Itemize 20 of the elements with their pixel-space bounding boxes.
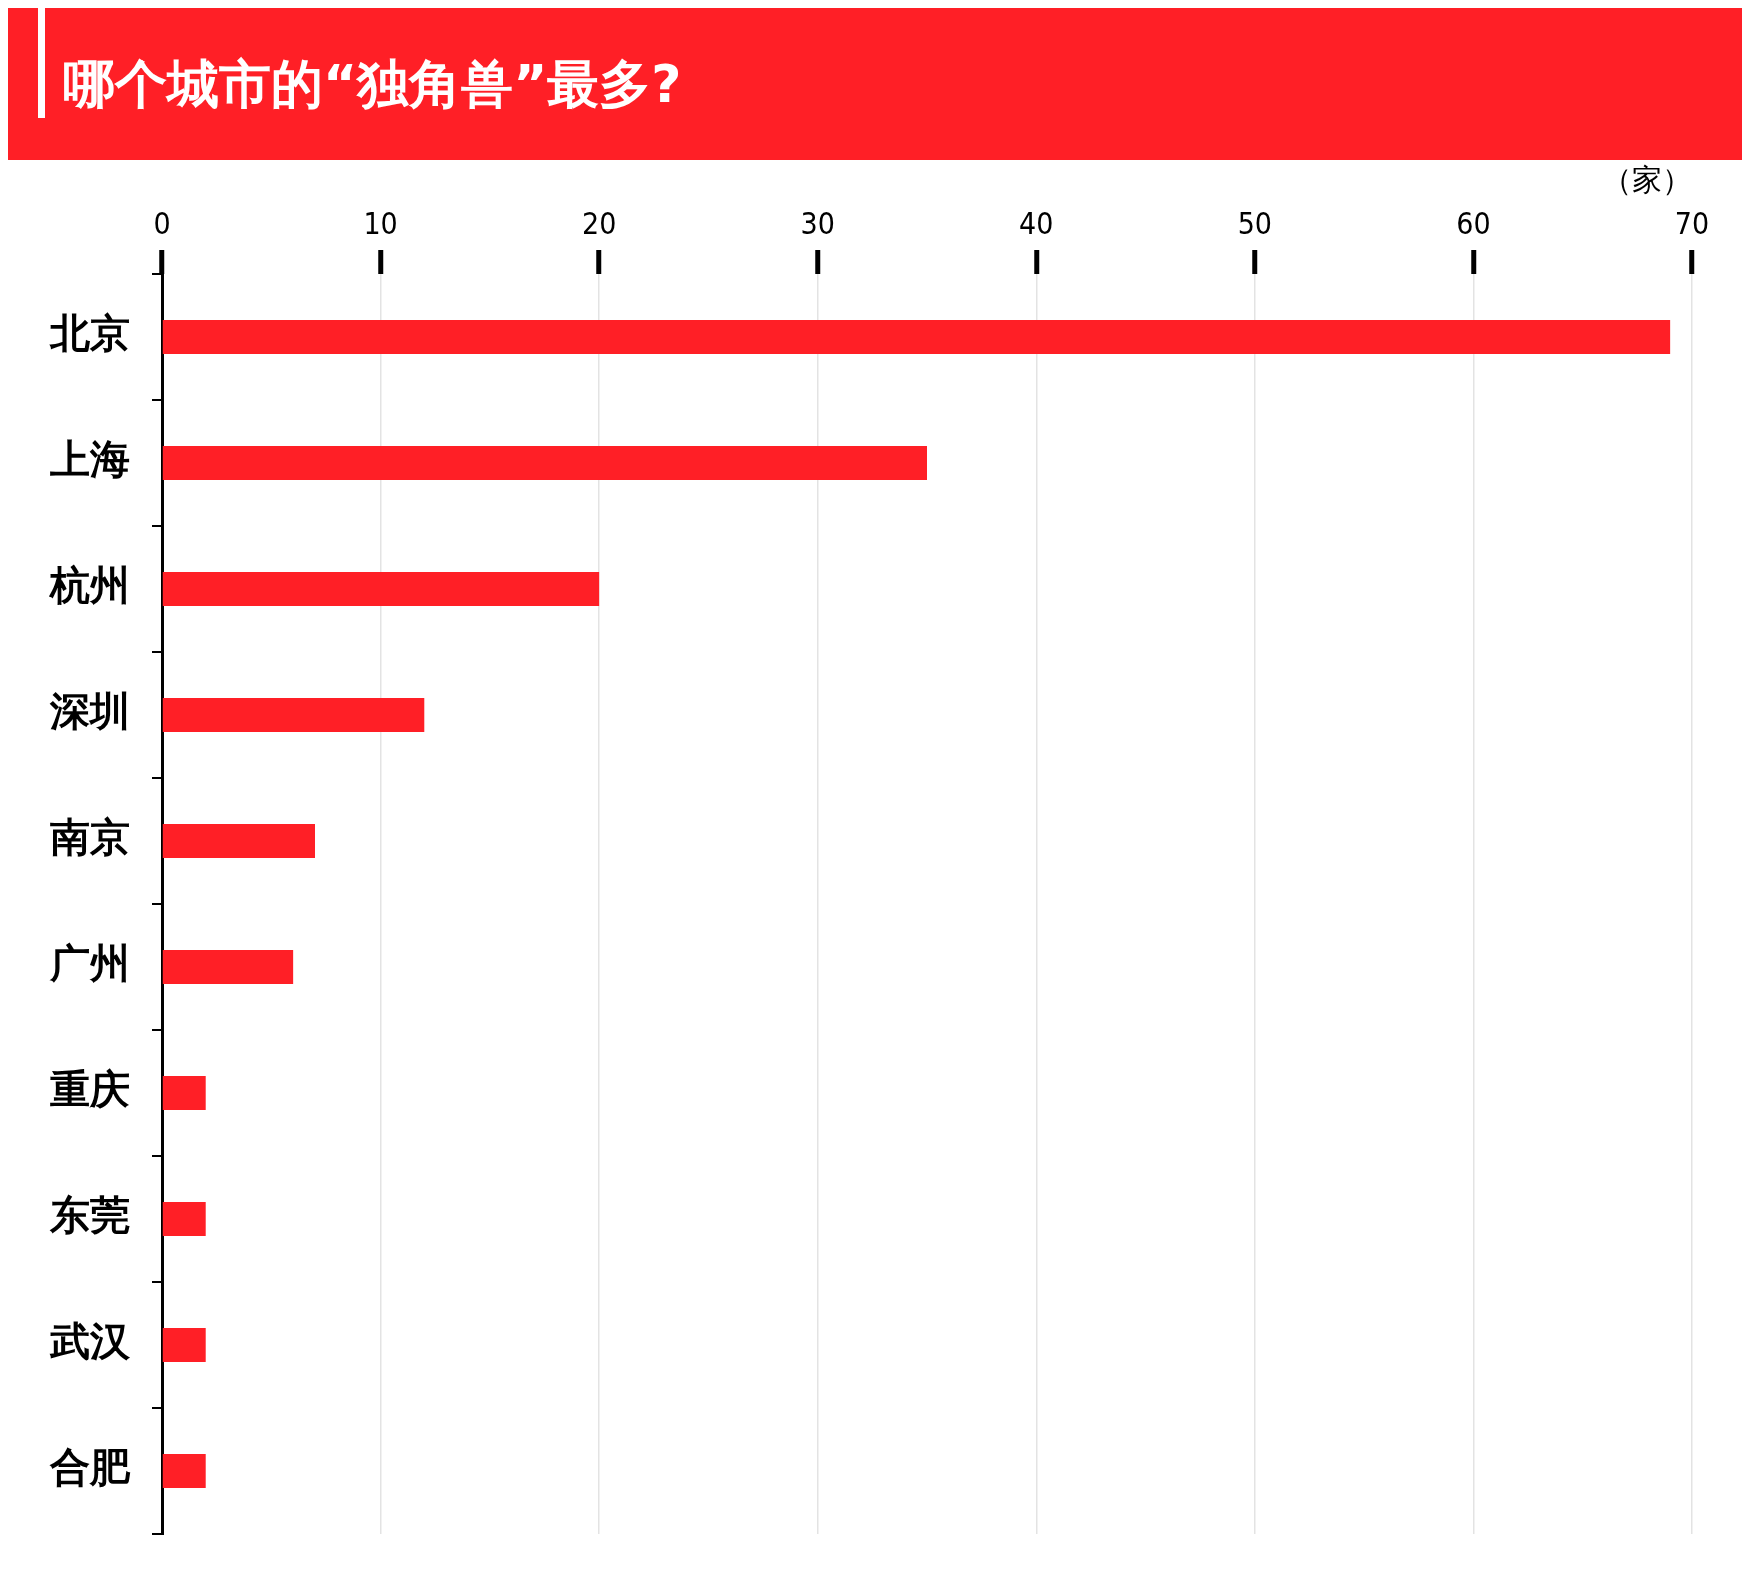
y-tick-label: 合肥: [49, 1444, 131, 1491]
x-tick-label: 0: [153, 205, 171, 241]
x-tick-label: 30: [800, 205, 835, 241]
x-tick-label: 70: [1674, 205, 1710, 241]
y-tick-label: 南京: [50, 814, 130, 861]
x-tick-label: 20: [581, 205, 617, 241]
y-tick-label: 重庆: [50, 1066, 130, 1113]
x-axis-title: （家）: [1602, 161, 1692, 197]
y-tick-label: 广州: [49, 940, 130, 987]
x-tick-label: 60: [1456, 205, 1491, 241]
x-tick-label: 50: [1237, 205, 1273, 241]
chart-title: 哪个城市的“独角兽”最多?: [63, 53, 682, 116]
y-tick-label: 深圳: [49, 688, 130, 735]
y-tick-label: 杭州: [48, 562, 130, 609]
x-tick-label: 10: [363, 205, 398, 241]
x-tick-label: 40: [1019, 205, 1054, 241]
y-tick-label: 上海: [50, 436, 130, 483]
y-tick-label: 北京: [49, 310, 130, 357]
y-tick-label: 武汉: [49, 1318, 131, 1365]
y-tick-label: 东莞: [49, 1192, 130, 1239]
